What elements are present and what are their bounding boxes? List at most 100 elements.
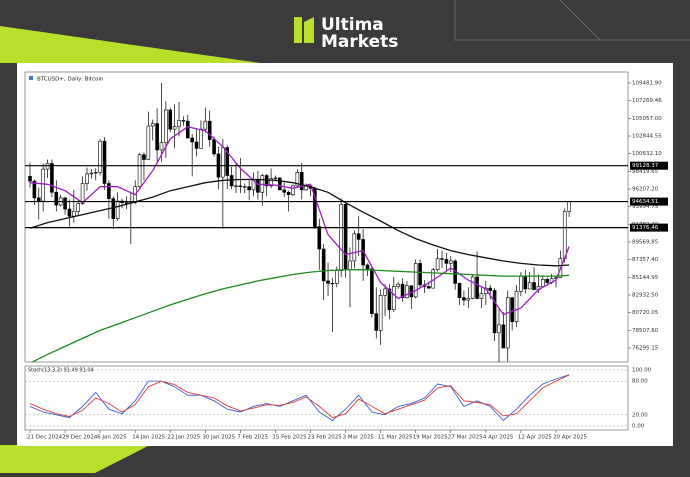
y-tick-label: 105057.00 (632, 116, 662, 122)
logo: Ultima Markets (294, 15, 398, 52)
accent-shape (0, 26, 260, 63)
x-tick-label: 29 Dec 2024 (62, 435, 98, 441)
candle-body (343, 203, 348, 271)
candle-body (567, 201, 571, 212)
osc-title: Stoch(13,3,3) 91.49 91.04 (28, 368, 94, 374)
candle-body (102, 140, 107, 184)
x-tick-label: 7 Feb 2025 (237, 435, 268, 441)
candle-body (295, 172, 300, 187)
decor-line (454, 0, 690, 41)
candle-body (448, 260, 453, 264)
candle-body (440, 258, 444, 260)
candle-body (427, 286, 431, 289)
osc-tick-label: 80.00 (632, 379, 648, 385)
candle-body (282, 189, 287, 193)
candle-body (54, 191, 59, 206)
candle-body (85, 173, 89, 184)
x-tick-label: 12 Apr 2025 (518, 435, 553, 441)
candle-body (247, 186, 251, 191)
candle-body (199, 128, 203, 149)
candle-body (36, 197, 41, 202)
x-tick-label: 22 Jan 2025 (167, 435, 200, 441)
candle-body (98, 140, 102, 173)
candle-body (142, 154, 146, 160)
x-tick-label: 20 Apr 2025 (553, 435, 588, 441)
level-label: 91376.46 (632, 225, 659, 231)
x-tick-label: 19 Mar 2025 (413, 435, 448, 441)
price-frame (24, 71, 629, 363)
candle-body (339, 203, 343, 271)
symbol-icon (29, 76, 33, 80)
stoch-line (29, 374, 570, 419)
candle-body (76, 203, 81, 212)
candle-body (256, 179, 260, 193)
candle-body (207, 120, 212, 140)
x-tick-label: 30 Jan 2025 (202, 435, 235, 441)
candle-body (527, 282, 532, 290)
x-tick-label: 3 Mar 2025 (343, 435, 375, 441)
candle-body (286, 191, 291, 195)
y-tick-label: 89569.85 (632, 240, 659, 246)
candle-body (32, 180, 37, 199)
candle-body (370, 268, 374, 314)
candle-body (146, 125, 151, 160)
candle-body (115, 200, 120, 219)
x-tick-label: 11 Mar 2025 (378, 435, 413, 441)
level-tag (630, 197, 668, 206)
candle-body (291, 185, 295, 195)
price-area (28, 82, 571, 362)
candle-body (519, 275, 523, 292)
candle-body (523, 275, 528, 290)
y-tick-label: 100632.10 (632, 151, 662, 157)
candle-body (181, 120, 186, 122)
candle-body (365, 264, 370, 270)
level-tag (630, 161, 668, 170)
candle-body (505, 297, 510, 349)
candle-body (190, 137, 194, 143)
osc-tick-label: 100.00 (632, 368, 652, 374)
candle-body (348, 260, 352, 271)
level-label: 94634.51 (632, 199, 658, 205)
candle-body (545, 279, 549, 283)
candle-body (492, 290, 497, 334)
candle-body (435, 258, 440, 271)
candle-body (93, 172, 98, 174)
logo-bar (304, 17, 314, 43)
plot: 109481.90 107269.46 105057.00 102844.55 1006… (25, 80, 668, 441)
candle-body (321, 248, 326, 282)
candle-body (541, 279, 545, 287)
osc-tick-label: 0.00 (632, 424, 645, 430)
x-tick-label: 4 Apr 2025 (483, 435, 514, 441)
chart-title: BTCUSD+, Daily: Bitcoin (37, 77, 104, 83)
candle-body (28, 175, 32, 182)
candle-body (80, 183, 85, 204)
candle-body (185, 120, 190, 139)
candle-body (479, 293, 484, 299)
candle-body (221, 147, 225, 178)
y-tick-label: 82932.50 (632, 293, 659, 299)
candle-body (234, 185, 238, 187)
candle-body (203, 120, 208, 130)
candle-body (72, 211, 76, 217)
candle-body (238, 185, 243, 187)
candle-body (299, 172, 304, 191)
candle-body (45, 163, 50, 170)
y-tick-label: 85144.95 (632, 275, 659, 281)
y-tick-label: 109481.90 (632, 80, 662, 86)
candle-body (562, 211, 567, 259)
y-tick-label: 78507.60 (632, 328, 659, 334)
candle-body (229, 175, 234, 187)
candle-body (124, 202, 129, 204)
x-tick-label: 21 Dec 2024 (27, 435, 63, 441)
candle-body (396, 283, 400, 287)
candle-body (264, 175, 269, 187)
candle-body (150, 123, 155, 127)
candle-body (326, 280, 330, 284)
candle-body (457, 283, 462, 298)
candle-body (462, 297, 466, 301)
x-tick-label: 23 Feb 2025 (308, 435, 343, 441)
candle-body (488, 287, 493, 291)
candle-body (383, 288, 387, 296)
candle-body (111, 198, 116, 219)
y-tick-label: 98419.65 (632, 169, 659, 175)
